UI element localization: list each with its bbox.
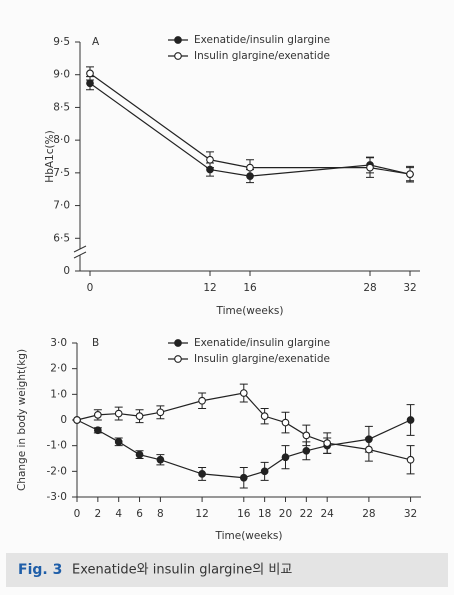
y-tick-label: -3·0 — [47, 491, 68, 503]
panel-label: A — [92, 36, 100, 48]
legend-label: Insulin glargine/exenatide — [194, 50, 330, 62]
data-point — [365, 445, 373, 454]
axis-break — [73, 245, 87, 253]
x-axis-label: Time(weeks) — [216, 305, 284, 317]
x-tick-label: 0 — [74, 508, 81, 520]
data-point — [406, 170, 414, 179]
data-point — [86, 69, 94, 78]
y-tick-label: -2·0 — [47, 465, 68, 477]
data-point — [281, 418, 290, 427]
legend-label: Exenatide/insulin glargine — [194, 34, 330, 46]
x-tick-label: 2 — [95, 508, 102, 520]
y-axis-label: HbA1c(%) — [44, 130, 56, 182]
data-point — [206, 155, 214, 164]
legend-marker — [174, 52, 182, 60]
data-point — [281, 453, 290, 462]
x-tick-label: 28 — [363, 282, 376, 294]
data-point — [246, 163, 254, 172]
x-tick-label: 16 — [243, 282, 257, 294]
data-point — [93, 411, 102, 419]
data-point — [156, 455, 165, 464]
data-point — [366, 163, 374, 172]
legend-marker — [174, 36, 182, 44]
data-point — [302, 446, 311, 455]
data-point — [260, 412, 269, 421]
x-tick-label: 32 — [403, 282, 416, 294]
x-tick-label: 22 — [300, 508, 313, 520]
y-tick-label: 6·5 — [53, 232, 70, 244]
legend-marker — [174, 355, 182, 363]
legend-marker — [174, 339, 182, 347]
y-tick-label: 1·0 — [50, 388, 67, 400]
y-axis-label: Change in body weight(kg) — [16, 349, 28, 491]
data-point — [135, 450, 144, 459]
x-tick-label: 18 — [258, 508, 271, 520]
x-tick-label: 4 — [115, 508, 122, 520]
x-tick-label: 6 — [136, 508, 143, 520]
y-tick-label: 9·0 — [53, 69, 70, 81]
axis-break — [73, 251, 87, 259]
x-tick-label: 32 — [404, 508, 417, 520]
caption-label: Fig. 3 — [18, 562, 62, 578]
data-point — [323, 439, 332, 447]
x-tick-label: 28 — [362, 508, 375, 520]
y-tick-label: 2·0 — [50, 363, 67, 375]
x-tick-label: 0 — [87, 282, 94, 294]
caption-text: Exenatide와 insulin glargine의 비교 — [72, 563, 292, 578]
y-tick-label: 0 — [63, 265, 70, 277]
legend-label: Insulin glargine/exenatide — [194, 353, 330, 365]
data-point — [198, 396, 206, 405]
data-point — [260, 467, 269, 476]
y-tick-label: 8·0 — [53, 134, 70, 146]
y-tick-label: 9·5 — [53, 36, 70, 48]
data-point — [135, 412, 144, 421]
data-point — [239, 473, 248, 482]
x-tick-label: 12 — [203, 282, 216, 294]
x-tick-label: 24 — [320, 508, 334, 520]
data-point — [406, 455, 415, 464]
data-point — [114, 409, 123, 418]
y-tick-label: 8·5 — [53, 101, 70, 113]
x-axis-label: Time(weeks) — [215, 530, 283, 542]
data-point — [406, 416, 415, 424]
data-point — [114, 437, 123, 446]
y-tick-label: 7·5 — [53, 167, 70, 179]
x-tick-label: 16 — [237, 508, 251, 520]
y-tick-label: 0 — [60, 414, 67, 426]
y-tick-label: -1·0 — [47, 440, 68, 452]
x-tick-label: 12 — [195, 508, 208, 520]
data-point — [156, 408, 165, 417]
data-point — [73, 416, 81, 424]
legend-label: Exenatide/insulin glargine — [194, 337, 330, 349]
x-tick-label: 20 — [279, 508, 292, 520]
x-tick-label: 8 — [157, 508, 164, 520]
caption-bar — [6, 553, 448, 587]
data-point — [198, 470, 206, 478]
data-point — [93, 426, 102, 435]
panel-label: B — [92, 337, 99, 349]
data-point — [86, 79, 94, 88]
data-point — [302, 431, 311, 440]
y-tick-label: 3·0 — [50, 337, 67, 349]
data-point — [239, 389, 248, 397]
y-tick-label: 7·0 — [53, 200, 70, 212]
